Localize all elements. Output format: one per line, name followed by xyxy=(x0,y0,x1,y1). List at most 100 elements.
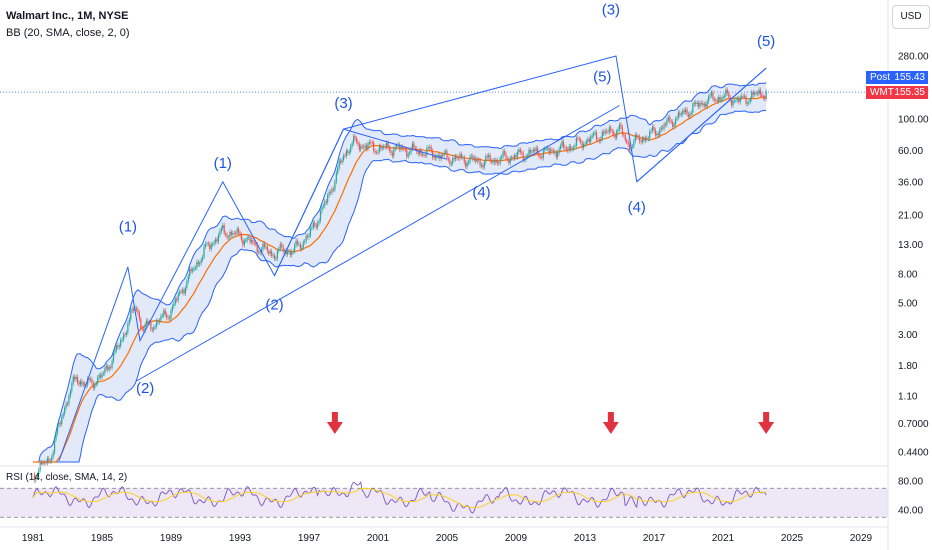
candle-body xyxy=(246,237,248,241)
candle-body xyxy=(687,114,690,117)
candle-body xyxy=(657,133,659,136)
candle-body xyxy=(621,126,623,135)
candle-body xyxy=(715,99,717,101)
candle-body xyxy=(720,99,723,101)
candle-body xyxy=(473,157,475,160)
candle-body xyxy=(469,156,471,163)
candle-body xyxy=(391,152,393,156)
rsi-indicator-label[interactable]: RSI (14, close, SMA, 14, 2) xyxy=(6,472,128,483)
wave-line-2 xyxy=(136,105,620,382)
candle-body xyxy=(470,155,473,157)
candle-body xyxy=(137,309,139,313)
candle-body xyxy=(306,235,309,237)
candle-body xyxy=(544,148,546,151)
candle-body xyxy=(209,244,211,249)
candle-body xyxy=(496,159,498,164)
candle-body xyxy=(206,243,208,245)
candle-body xyxy=(170,310,172,319)
candle-body xyxy=(532,149,534,152)
candle-body xyxy=(699,103,701,107)
candle-body xyxy=(131,308,133,311)
sell-arrow-shaft xyxy=(607,412,614,422)
candle-body xyxy=(475,157,477,162)
last-price-value: 155.35 xyxy=(894,87,925,98)
candle-body xyxy=(726,89,728,94)
candle-body xyxy=(732,100,734,106)
candle-body xyxy=(393,148,395,156)
candle-body xyxy=(617,129,619,132)
candle-body xyxy=(150,322,152,330)
candle-body xyxy=(406,149,408,157)
candle-body xyxy=(758,89,760,94)
candle-body xyxy=(370,141,372,143)
candle-body xyxy=(236,228,238,234)
candle-body xyxy=(396,145,398,148)
candle-body xyxy=(682,110,684,115)
candle-body xyxy=(291,251,293,255)
candle-body xyxy=(585,141,588,144)
candle-body xyxy=(189,268,191,277)
candle-body xyxy=(281,244,283,246)
candle-body xyxy=(535,147,537,152)
price-axis-tick: 60.00 xyxy=(898,146,923,157)
candle-body xyxy=(286,251,289,255)
candle-body xyxy=(183,289,185,294)
candle-body xyxy=(578,138,580,140)
candle-body xyxy=(552,150,554,153)
candle-body xyxy=(283,250,286,252)
candle-body xyxy=(590,136,592,142)
candle-body xyxy=(276,250,278,259)
candle-body xyxy=(401,146,404,149)
candle-body xyxy=(733,100,736,102)
currency-button[interactable]: USD xyxy=(892,5,930,29)
wave-label: (5) xyxy=(757,33,775,50)
price-axis-tick: 100.00 xyxy=(898,115,929,126)
rsi-ma-line xyxy=(32,488,767,509)
candle-body xyxy=(364,145,366,148)
candle-body xyxy=(515,155,517,158)
candle-body xyxy=(466,162,468,167)
candle-body xyxy=(141,328,143,330)
candle-body xyxy=(256,244,258,253)
candle-body xyxy=(411,143,414,149)
candle-body xyxy=(495,159,497,163)
candle-body xyxy=(404,149,406,151)
candle-body xyxy=(56,426,59,434)
candle-body xyxy=(601,131,603,139)
price-axis-tick: 0.4400 xyxy=(898,448,929,459)
rsi-pane[interactable] xyxy=(0,465,888,518)
candle-body xyxy=(446,151,448,159)
candles-layer xyxy=(33,87,767,483)
candle-body xyxy=(358,143,360,150)
candle-body xyxy=(377,151,379,153)
candle-body xyxy=(728,93,730,98)
candle-body xyxy=(521,152,523,154)
candle-body xyxy=(163,310,165,316)
candle-body xyxy=(33,474,36,481)
candle-body xyxy=(594,132,596,134)
candle-body xyxy=(202,256,204,260)
candle-body xyxy=(133,308,135,311)
candle-body xyxy=(421,154,424,155)
candle-body xyxy=(490,160,493,163)
rsi-line xyxy=(32,481,767,514)
candle-body xyxy=(555,152,557,158)
candle-body xyxy=(662,127,664,129)
candle-body xyxy=(670,121,672,123)
candle-body xyxy=(62,413,64,417)
candle-body xyxy=(718,96,720,102)
candle-body xyxy=(69,391,71,397)
candle-body xyxy=(700,102,703,104)
candle-body xyxy=(335,172,337,182)
candle-body xyxy=(262,243,264,250)
candle-body xyxy=(444,151,447,153)
candle-body xyxy=(220,228,222,232)
candle-body xyxy=(233,232,235,234)
candle-body xyxy=(519,149,521,153)
candle-body xyxy=(559,145,562,149)
candle-body xyxy=(683,110,685,113)
candle-body xyxy=(581,142,583,148)
candle-body xyxy=(654,130,657,136)
bb-indicator-label[interactable]: BB (20, SMA, close, 2, 0) xyxy=(6,27,130,39)
